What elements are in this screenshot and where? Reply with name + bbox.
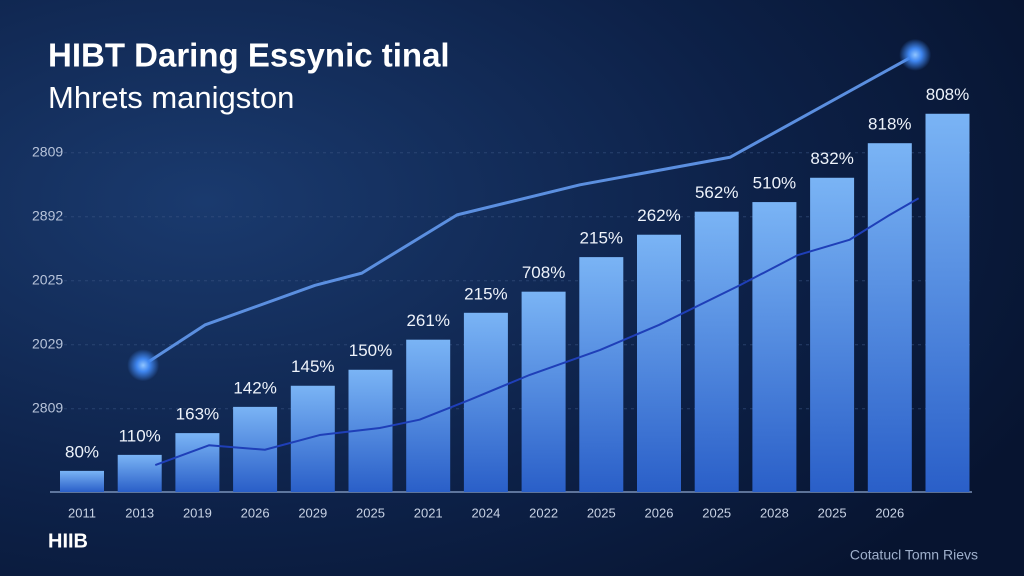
bar <box>867 143 912 492</box>
trend-line <box>142 53 916 367</box>
title-line: Mhrets manigston <box>48 80 294 115</box>
bar <box>117 454 162 492</box>
x-tick-label: 2026 <box>241 505 270 520</box>
bar-annotation: 163% <box>176 405 219 424</box>
bar <box>752 202 797 492</box>
x-tick-label: 2011 <box>68 505 96 520</box>
bar-annotation: 145% <box>291 357 334 376</box>
bar <box>60 470 104 492</box>
bar-annotation: 262% <box>637 206 680 225</box>
bar-annotation: 832% <box>810 149 853 168</box>
x-tick-label: 2029 <box>298 505 327 520</box>
x-tick-label: 2024 <box>471 505 500 520</box>
x-tick-label: 2026 <box>875 505 904 520</box>
bar-annotation: 562% <box>695 183 738 202</box>
x-tick-label: 2025 <box>818 505 847 520</box>
x-tick-label: 2025 <box>587 505 616 520</box>
glow-dot <box>127 349 160 382</box>
x-tick-label: 2022 <box>529 505 558 520</box>
x-tick-label: 2013 <box>125 505 154 520</box>
logo: HIIB <box>48 530 88 552</box>
bar <box>579 257 624 492</box>
bar <box>463 312 508 492</box>
bar-annotation: 818% <box>868 115 911 134</box>
bar <box>694 211 739 492</box>
y-tick-label: 2892 <box>32 208 63 224</box>
bar <box>810 177 855 492</box>
x-tick-label: 2026 <box>645 505 674 520</box>
bar-annotation: 150% <box>349 341 392 360</box>
x-tick-label: 2028 <box>760 505 789 520</box>
y-tick-label: 2025 <box>32 272 63 288</box>
bar <box>637 234 681 492</box>
title-line: HIBT Daring Essynic tinal <box>48 37 450 74</box>
bar <box>925 113 970 492</box>
glow-dot <box>899 38 932 71</box>
y-tick-label: 2809 <box>32 400 63 416</box>
x-tick-label: 2021 <box>414 505 443 520</box>
bar-annotation: 215% <box>464 284 507 303</box>
x-tick-label: 2019 <box>183 505 212 520</box>
bar-annotation: 808% <box>926 85 969 104</box>
x-tick-label: 2025 <box>702 505 731 520</box>
x-tick-label: 2025 <box>356 505 385 520</box>
bar <box>290 385 335 492</box>
credit: Cotatucl Tomn Rievs <box>850 547 978 563</box>
bar <box>175 433 220 492</box>
bar-annotation: 708% <box>522 263 565 282</box>
bar-annotation: 142% <box>233 378 276 397</box>
bar-annotation: 110% <box>119 426 161 445</box>
y-tick-label: 2809 <box>32 144 63 160</box>
bar-annotation: 80% <box>65 442 99 461</box>
bar-annotation: 510% <box>753 174 796 193</box>
bar-annotation: 261% <box>406 311 449 330</box>
bar <box>521 291 566 492</box>
y-tick-label: 2029 <box>32 336 63 352</box>
bar-annotation: 215% <box>580 229 623 248</box>
trend-line <box>154 197 920 467</box>
